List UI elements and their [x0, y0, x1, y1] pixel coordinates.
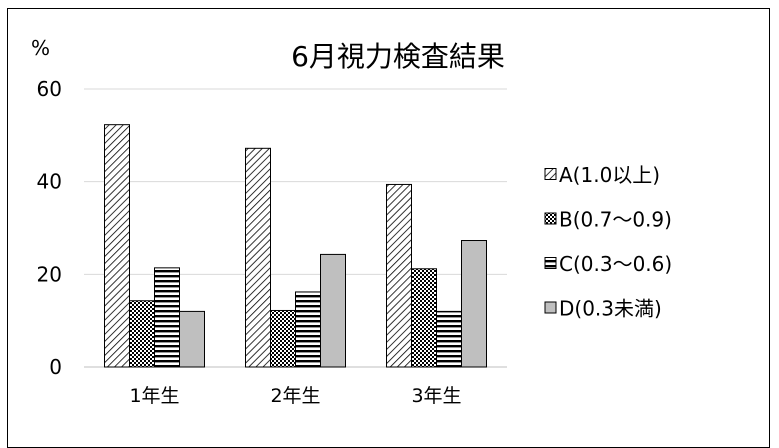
- chart-title: 6月視力検査結果: [291, 40, 505, 73]
- legend-swatch: [544, 301, 557, 314]
- bar: [179, 310, 205, 368]
- x-tick-label: 3年生: [411, 385, 461, 407]
- x-axis: 1年生 2年生 3年生: [129, 385, 461, 407]
- y-tick-label: 0: [49, 355, 62, 379]
- y-axis-unit-label: %: [31, 36, 50, 60]
- bar: [245, 147, 271, 368]
- legend-swatch: [544, 257, 557, 269]
- bars: [104, 124, 487, 368]
- y-tick-label: 40: [37, 170, 62, 194]
- bar: [104, 124, 130, 368]
- bar: [386, 183, 412, 368]
- legend-label: A(1.0以上): [559, 163, 660, 187]
- legend: A(1.0以上) B(0.7～0.9) C(0.3～0.6) D(0.3未満): [544, 163, 672, 321]
- bar-chart: 0 20 40 60 1年生 2年生 3年生 % 6月視力検査結果 A(1.0以上) B(0…: [31, 36, 672, 407]
- y-tick-label: 20: [37, 262, 62, 286]
- bar: [129, 300, 155, 368]
- bar: [411, 268, 437, 368]
- legend-label: D(0.3未満): [559, 297, 662, 321]
- bar: [295, 291, 321, 368]
- legend-label: C(0.3～0.6): [559, 252, 672, 276]
- bar: [270, 309, 296, 368]
- legend-swatch: [544, 212, 557, 225]
- bar: [461, 240, 487, 368]
- legend-label: B(0.7～0.9): [559, 208, 672, 232]
- x-tick-label: 2年生: [270, 385, 320, 407]
- legend-swatch: [544, 168, 557, 180]
- x-tick-label: 1年生: [129, 385, 179, 407]
- bar: [154, 267, 180, 368]
- bar: [436, 310, 462, 368]
- y-axis: 0 20 40 60: [37, 77, 62, 379]
- bar: [320, 253, 346, 368]
- y-tick-label: 60: [37, 77, 62, 101]
